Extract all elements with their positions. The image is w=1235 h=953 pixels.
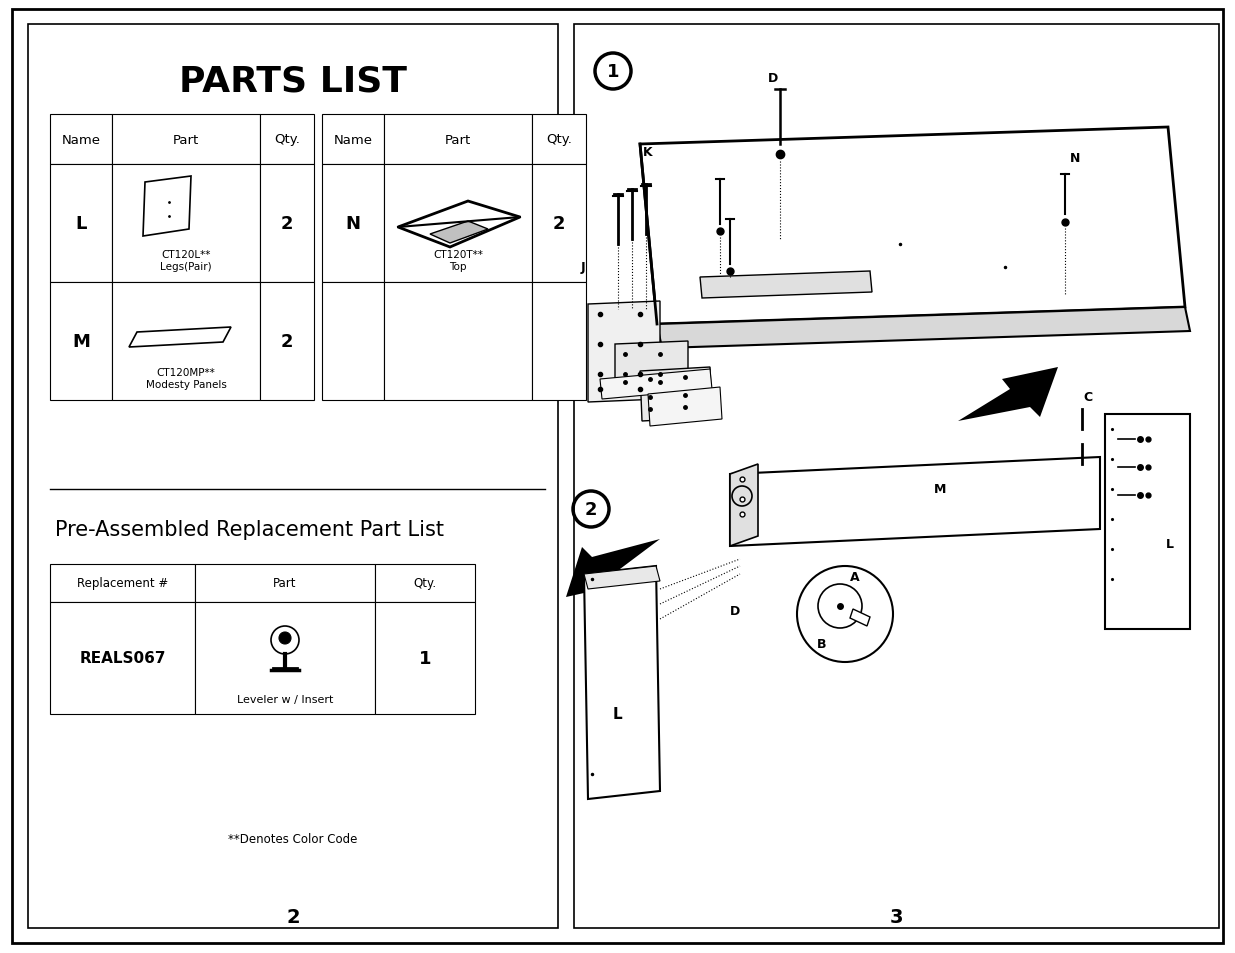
Bar [261,115,314,165]
Bar [49,602,195,714]
Polygon shape [730,457,1100,546]
Polygon shape [584,566,659,800]
Text: REALS067: REALS067 [79,651,165,666]
Bar [195,564,375,602]
Text: L: L [1166,537,1174,551]
Bar [49,165,112,283]
Bar [375,564,475,602]
Bar [112,115,261,165]
Bar [49,564,195,602]
Bar [532,165,585,283]
Text: Part: Part [273,577,296,590]
Text: CT120T**
Top: CT120T** Top [433,250,483,272]
Bar [195,602,375,714]
Polygon shape [850,609,869,626]
Bar [28,25,558,928]
Bar [532,283,585,400]
Text: CT120L**
Legs(Pair): CT120L** Legs(Pair) [161,250,212,272]
Polygon shape [657,308,1191,349]
Polygon shape [648,388,722,427]
Text: C: C [1083,391,1093,404]
Text: 3: 3 [889,907,903,926]
Text: B: B [818,638,826,651]
Bar [112,165,261,283]
Text: Leveler w / Insert: Leveler w / Insert [237,695,333,704]
Bar [384,283,532,400]
Text: 2: 2 [287,907,300,926]
Bar [261,283,314,400]
Bar [49,115,112,165]
Bar [532,115,585,165]
Text: N: N [1070,152,1081,164]
Bar [384,165,532,283]
Polygon shape [143,177,191,236]
Bar [384,115,532,165]
Polygon shape [615,341,688,393]
Polygon shape [958,368,1058,421]
Text: Part: Part [445,133,471,147]
Polygon shape [700,272,872,298]
Bar [574,25,1219,928]
Bar [49,283,112,400]
Text: Replacement #: Replacement # [77,577,168,590]
Text: A: A [850,571,860,584]
Text: Pre-Assembled Replacement Part List: Pre-Assembled Replacement Part List [56,519,445,539]
Text: 1: 1 [606,63,619,81]
Text: **Denotes Color Code: **Denotes Color Code [228,833,358,845]
Polygon shape [430,222,488,244]
Polygon shape [398,202,520,248]
Bar [112,283,261,400]
Text: Name: Name [333,133,373,147]
Text: Qty.: Qty. [274,133,300,147]
Text: 2: 2 [584,500,598,518]
Polygon shape [640,128,1186,325]
Text: 2: 2 [553,214,566,233]
Bar [322,283,384,400]
Polygon shape [1105,415,1191,629]
Text: 2: 2 [280,333,293,351]
Text: D: D [768,71,778,85]
Text: Qty.: Qty. [414,577,436,590]
Text: 2: 2 [280,214,293,233]
Text: PARTS LIST: PARTS LIST [179,65,408,99]
Text: CT120MP**
Modesty Panels: CT120MP** Modesty Panels [146,368,226,390]
Bar [322,115,384,165]
Text: Part: Part [173,133,199,147]
Polygon shape [588,302,659,402]
Circle shape [279,633,291,644]
Bar [375,602,475,714]
Polygon shape [128,328,231,348]
Polygon shape [584,566,659,589]
Text: K: K [643,146,653,158]
Bar [261,165,314,283]
Polygon shape [566,539,659,598]
Text: 1: 1 [419,649,431,667]
Text: D: D [730,605,740,618]
Text: N: N [346,214,361,233]
Text: Qty.: Qty. [546,133,572,147]
Text: L: L [75,214,86,233]
Bar [322,165,384,283]
Text: M: M [72,333,90,351]
Polygon shape [640,368,713,421]
Text: L: L [613,707,621,721]
Text: J: J [580,261,585,274]
Text: Name: Name [62,133,100,147]
Text: M: M [934,483,946,496]
Polygon shape [730,464,758,546]
Polygon shape [600,370,713,399]
